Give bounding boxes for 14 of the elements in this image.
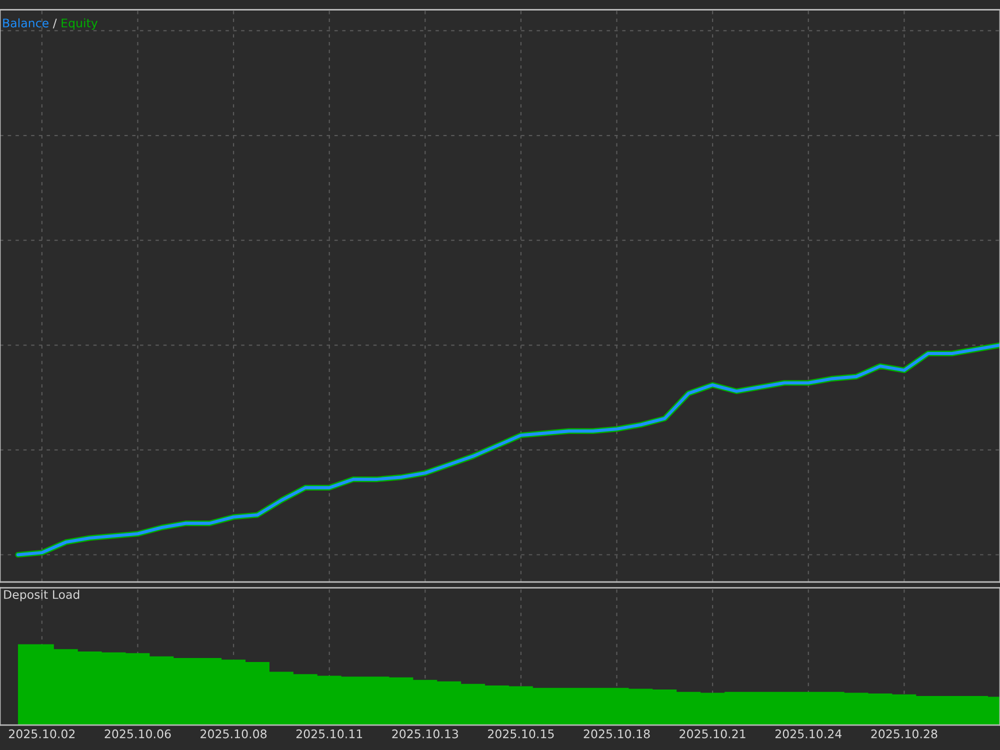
- text: /: [52, 18, 57, 28]
- x-tick-label: 2025.10.21: [680, 729, 746, 738]
- x-tick-label: 2025.10.06: [104, 729, 171, 738]
- chart-title: Deposit Load: [4, 590, 80, 602]
- x-tick-label: 2025.10.02: [8, 729, 75, 738]
- x-tick-label: 2025.10.15: [488, 729, 554, 738]
- x-tick-label: 2025.10.18: [584, 729, 650, 738]
- text: Equity: [62, 18, 98, 30]
- x-tick-label: 2025.10.13: [392, 729, 458, 738]
- text: Balance: [3, 18, 48, 28]
- x-tick-label: 2025.10.24: [775, 729, 842, 738]
- x-tick-label: 2025.10.08: [200, 729, 267, 738]
- x-tick-label: 2025.10.28: [871, 729, 938, 738]
- x-tick-label: 2025.10.11: [296, 729, 362, 738]
